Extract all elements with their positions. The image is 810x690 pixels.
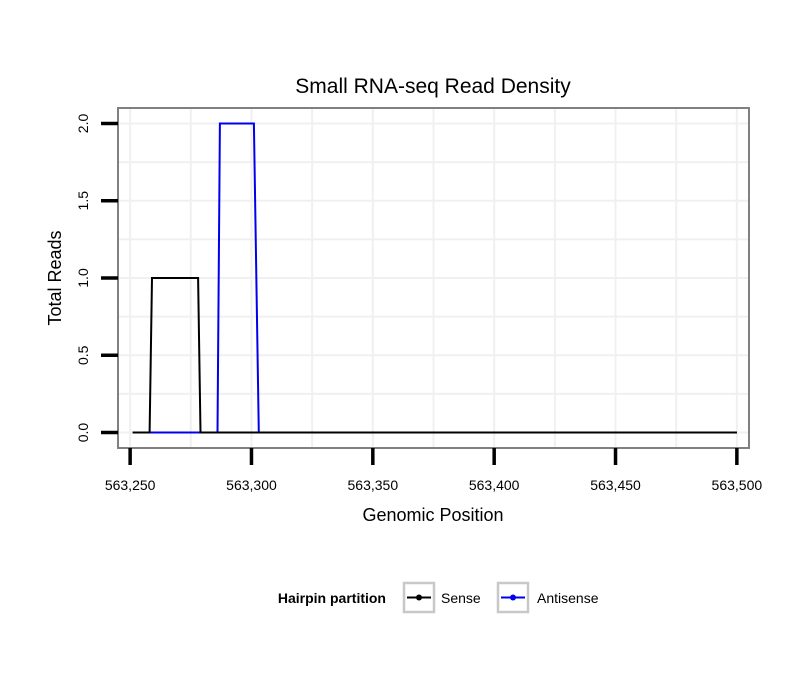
y-tick-label: 2.0 — [75, 114, 91, 134]
legend-item-antisense: Antisense — [496, 581, 599, 614]
series-lines — [132, 122, 737, 434]
legend-label-sense: Sense — [441, 590, 481, 606]
x-tick-label: 563,250 — [105, 477, 156, 493]
chart-title: Small RNA-seq Read Density — [295, 75, 571, 98]
legend: Hairpin partition Sense Antisense — [278, 581, 599, 614]
legend-title: Hairpin partition — [278, 590, 386, 606]
x-axis-label: Genomic Position — [362, 505, 503, 525]
y-tick-label: 1.5 — [75, 191, 91, 211]
y-tick-label: 0.5 — [75, 345, 91, 365]
y-axis: 0.0 0.5 1.0 1.5 2.0 — [75, 114, 118, 443]
y-tick-label: 0.0 — [75, 423, 91, 443]
legend-item-sense: Sense — [402, 581, 481, 614]
x-tick-label: 563,500 — [712, 477, 763, 493]
x-tick-label: 563,350 — [348, 477, 399, 493]
legend-point-antisense — [510, 594, 516, 601]
x-tick-label: 563,450 — [590, 477, 641, 493]
series-line-sense — [132, 277, 737, 434]
x-axis: 563,250 563,300 563,350 563,400 563,450 563,5… — [105, 448, 763, 493]
grid — [118, 108, 749, 448]
x-tick-label: 563,300 — [226, 477, 277, 493]
y-axis-label: Total Reads — [45, 230, 65, 325]
x-tick-label: 563,400 — [469, 477, 520, 493]
legend-label-antisense: Antisense — [537, 590, 599, 606]
y-tick-label: 1.0 — [75, 268, 91, 288]
legend-point-sense — [416, 594, 422, 601]
